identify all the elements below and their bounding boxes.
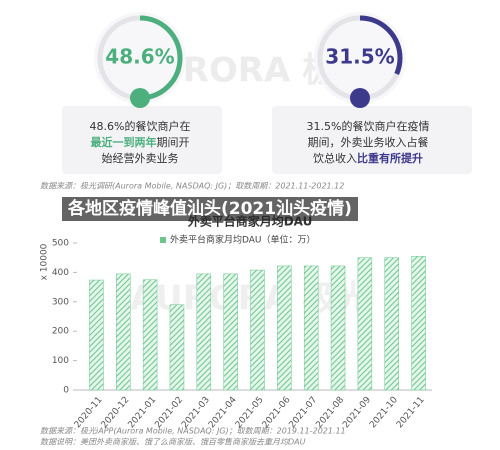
caption-line: 期间，外卖业务收入占餐	[308, 135, 429, 149]
caption-text: 比重有所提升	[357, 151, 423, 165]
bar	[357, 257, 373, 391]
source: 数据来源：极光iAPP(Aurora Mobile, NASDAQ: JG)；取…	[40, 427, 346, 436]
bar	[169, 304, 185, 391]
source: 数据来源：极光调研(Aurora Mobile, NASDAQ: JG)；取数周…	[40, 182, 344, 191]
caption-line: 31.5%的餐饮商户在疫情	[307, 119, 430, 133]
caption-bg	[272, 106, 472, 174]
y-tick-label: 300	[52, 297, 69, 307]
gauge-label: 48.6%	[105, 45, 174, 69]
caption-text: 饮总收入	[313, 151, 357, 165]
bar	[411, 255, 426, 391]
y-tick-label: 200	[52, 327, 69, 337]
y-tick-label: 100	[52, 356, 69, 366]
bar	[303, 265, 319, 391]
gauge-icon	[130, 88, 150, 108]
bar	[250, 269, 265, 391]
gauge-icon	[350, 88, 370, 108]
caption-line: 饮总收入比重有所提升	[313, 151, 423, 165]
caption-line: 最近一到两年期间开	[91, 135, 190, 149]
legend-label: 外卖平台商家月均DAU（单位：万）	[170, 234, 316, 246]
caption-text: 48.6%的餐饮商户在	[90, 119, 191, 133]
caption-text: 最近一到两年	[91, 135, 157, 149]
bar	[330, 265, 346, 391]
bar	[116, 273, 131, 391]
caption-text: 期间开	[157, 136, 190, 149]
overlay-text: 各地区疫情峰值汕头(2021汕头疫情)	[62, 197, 358, 221]
gauge-arc	[97, 15, 183, 101]
y-tick-label: 500	[52, 239, 69, 249]
caption-line: 始经营外卖业务	[102, 151, 179, 165]
y-tick-label: 400	[52, 268, 69, 278]
legend-swatch	[160, 237, 166, 243]
bar	[277, 265, 292, 391]
caption-text: 期间，外卖业务收入占餐	[308, 135, 429, 149]
gauge-label: 31.5%	[325, 45, 394, 69]
note: 数据说明：美团外卖商家版、饿了么商家版、饿百零售商家版去重月均DAU	[40, 438, 306, 447]
bar	[223, 273, 238, 391]
bar	[196, 273, 212, 391]
gauge-bg	[314, 12, 406, 104]
bar	[89, 279, 104, 391]
caption-bg	[62, 106, 222, 174]
bar	[384, 257, 399, 391]
y-axis-label: x 10000	[40, 243, 50, 280]
x-tick-label: 2021-11	[395, 395, 427, 430]
gauge-bg	[94, 12, 186, 104]
overlay-title: 各地区疫情峰值汕头(2021汕头疫情)	[62, 196, 434, 223]
gauge-arc	[317, 15, 403, 101]
y-tick-label: 0	[63, 386, 69, 396]
caption-text: 始经营外卖业务	[102, 151, 179, 165]
caption-text: 31.5%的餐饮商户在疫情	[307, 119, 430, 133]
caption-line: 48.6%的餐饮商户在	[90, 119, 191, 133]
bar	[142, 279, 158, 391]
